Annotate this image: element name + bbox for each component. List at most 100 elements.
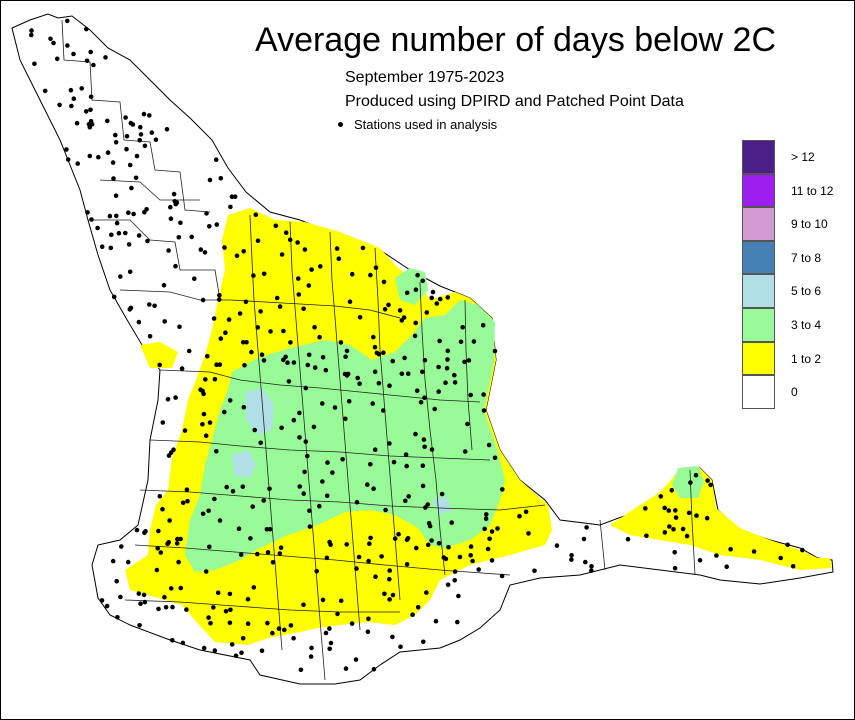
station-dot bbox=[526, 531, 531, 536]
station-dot bbox=[482, 526, 488, 532]
station-dot bbox=[517, 514, 522, 519]
station-dot bbox=[240, 340, 246, 345]
station-dot bbox=[254, 551, 260, 557]
station-dot bbox=[413, 431, 418, 437]
station-dot bbox=[336, 256, 342, 262]
station-dot bbox=[381, 279, 387, 285]
station-dot bbox=[357, 381, 362, 387]
station-dot bbox=[32, 61, 37, 67]
station-dot bbox=[157, 494, 163, 499]
station-dot bbox=[489, 558, 495, 563]
station-dot bbox=[88, 107, 93, 113]
station-dot bbox=[226, 317, 232, 322]
station-dot bbox=[296, 276, 301, 281]
station-dot bbox=[48, 36, 53, 42]
station-dot bbox=[422, 395, 427, 401]
station-dot bbox=[202, 250, 208, 255]
station-dot bbox=[445, 357, 450, 362]
station-dot bbox=[285, 360, 290, 366]
station-dot bbox=[236, 526, 242, 531]
station-dot bbox=[166, 248, 171, 253]
station-dot bbox=[168, 450, 174, 455]
station-dot bbox=[65, 157, 71, 162]
station-dot bbox=[242, 363, 247, 368]
station-dot bbox=[240, 636, 246, 641]
station-dot bbox=[54, 56, 60, 62]
station-dot bbox=[103, 55, 108, 60]
station-dot bbox=[164, 127, 170, 132]
station-dot bbox=[149, 130, 155, 135]
station-dot bbox=[429, 447, 435, 452]
station-dot bbox=[152, 303, 157, 309]
station-dot bbox=[318, 264, 323, 269]
station-dot bbox=[288, 623, 294, 628]
station-dot bbox=[403, 498, 408, 504]
station-dot bbox=[198, 247, 204, 252]
station-dot bbox=[228, 204, 233, 210]
station-dot bbox=[338, 598, 344, 604]
station-dot bbox=[264, 527, 270, 532]
station-dot bbox=[158, 550, 164, 555]
station-dot bbox=[189, 234, 194, 240]
station-dot bbox=[589, 564, 594, 569]
station-dot bbox=[424, 310, 430, 315]
station-dot bbox=[584, 525, 589, 530]
station-dot bbox=[302, 247, 308, 252]
station-dot bbox=[178, 585, 184, 591]
station-dot bbox=[434, 301, 440, 306]
station-dot bbox=[672, 565, 678, 571]
station-dot bbox=[212, 376, 218, 382]
station-dot bbox=[270, 630, 275, 636]
station-dot bbox=[387, 383, 392, 389]
station-dot bbox=[281, 328, 286, 334]
station-dot bbox=[229, 642, 235, 647]
station-dot bbox=[445, 348, 451, 354]
station-dot bbox=[437, 338, 442, 344]
shire-boundaries bbox=[61, 19, 696, 681]
map-period: September 1975-2023 bbox=[345, 69, 505, 86]
station-dot bbox=[279, 252, 285, 257]
station-dot bbox=[421, 437, 427, 442]
station-dot bbox=[343, 416, 348, 422]
station-dot bbox=[127, 269, 133, 275]
station-dot bbox=[423, 505, 428, 510]
station-dot bbox=[360, 245, 366, 251]
station-dot bbox=[406, 371, 411, 377]
station-dot bbox=[297, 410, 302, 416]
station-dot bbox=[200, 388, 205, 394]
station-dot bbox=[69, 103, 74, 109]
station-dot bbox=[123, 230, 128, 236]
station-dot bbox=[206, 508, 211, 514]
station-dot bbox=[161, 283, 167, 288]
station-dot bbox=[332, 405, 338, 410]
station-dot bbox=[356, 554, 362, 560]
station-dot bbox=[142, 599, 148, 605]
station-dot bbox=[201, 411, 207, 417]
station-dot bbox=[714, 553, 719, 558]
station-dot bbox=[222, 245, 227, 250]
station-dot bbox=[476, 567, 482, 572]
station-dot bbox=[382, 591, 387, 597]
station-dot bbox=[217, 362, 223, 367]
station-dot bbox=[658, 494, 664, 499]
station-dot bbox=[282, 627, 287, 633]
station-dot bbox=[436, 540, 442, 546]
station-dot bbox=[483, 516, 489, 521]
station-dot bbox=[136, 591, 142, 596]
station-dot bbox=[249, 349, 254, 355]
station-dot bbox=[404, 537, 410, 543]
station-dot bbox=[433, 618, 439, 624]
station-dot bbox=[468, 553, 474, 558]
station-dot bbox=[349, 621, 355, 626]
station-dot bbox=[327, 539, 332, 545]
station-dot bbox=[218, 176, 224, 181]
station-dot bbox=[429, 538, 434, 543]
station-dot bbox=[87, 153, 93, 159]
station-dot bbox=[238, 552, 244, 557]
station-dot bbox=[75, 161, 80, 166]
station-dot bbox=[127, 162, 133, 168]
stations-label: Stations used in analysis bbox=[354, 117, 498, 132]
station-dot bbox=[778, 555, 783, 561]
station-dot bbox=[96, 154, 101, 160]
station-dot bbox=[267, 486, 272, 492]
